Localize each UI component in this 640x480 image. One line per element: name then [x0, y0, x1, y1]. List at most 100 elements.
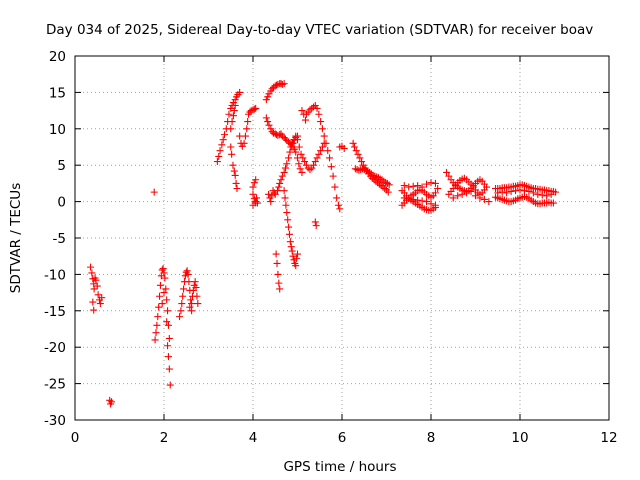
data-point	[244, 118, 252, 126]
data-point	[423, 180, 431, 188]
data-point	[380, 177, 388, 185]
data-point	[311, 158, 319, 166]
data-point	[288, 139, 296, 147]
data-point	[498, 188, 506, 196]
data-point	[295, 160, 303, 168]
data-point	[301, 158, 309, 166]
data-point	[271, 190, 279, 198]
data-point	[192, 284, 200, 292]
data-point	[283, 209, 291, 217]
data-point	[520, 187, 528, 195]
data-point	[294, 250, 301, 258]
data-point	[364, 167, 372, 175]
y-tick-label: -20	[44, 340, 66, 356]
data-point	[352, 147, 360, 155]
data-point	[151, 336, 159, 344]
y-tick-label: 0	[57, 195, 66, 211]
data-point	[159, 265, 167, 273]
data-point	[162, 285, 170, 293]
data-point	[483, 183, 491, 191]
data-point	[302, 161, 310, 169]
data-point	[355, 166, 363, 174]
data-point	[310, 161, 318, 169]
data-point	[252, 104, 260, 112]
data-point	[229, 161, 237, 169]
data-point	[191, 278, 199, 286]
data-point	[274, 270, 282, 278]
data-point	[150, 188, 158, 196]
data-point	[107, 398, 115, 406]
data-point	[284, 216, 292, 224]
data-point	[315, 110, 323, 118]
data-point	[276, 285, 284, 293]
data-point	[302, 116, 310, 124]
data-point	[262, 96, 270, 104]
data-point	[405, 195, 413, 203]
data-point	[454, 192, 462, 200]
data-point	[176, 313, 184, 321]
data-point	[445, 172, 453, 180]
data-point	[281, 194, 289, 202]
data-point	[231, 171, 239, 179]
data-point	[318, 125, 326, 133]
data-point	[414, 182, 422, 190]
data-point	[262, 114, 270, 122]
data-point	[354, 150, 362, 158]
data-point	[268, 85, 276, 93]
x-tick-label: 0	[71, 430, 80, 446]
data-point	[158, 300, 166, 308]
data-point	[296, 165, 304, 173]
data-point	[372, 177, 380, 185]
data-point	[311, 218, 319, 226]
data-point	[467, 187, 475, 195]
data-point	[300, 110, 308, 118]
data-point	[292, 148, 300, 156]
data-point	[156, 292, 164, 300]
data-point	[87, 263, 95, 271]
data-point	[311, 102, 319, 110]
data-point	[327, 163, 335, 171]
data-point	[90, 306, 98, 314]
data-point	[385, 181, 393, 189]
data-point	[277, 176, 285, 184]
data-point	[236, 88, 244, 96]
data-point	[472, 192, 479, 200]
y-tick-label: -30	[44, 413, 66, 429]
data-point	[449, 194, 457, 202]
data-point	[423, 198, 431, 206]
data-point	[178, 300, 186, 308]
data-point	[360, 166, 368, 174]
data-point	[340, 144, 348, 152]
data-point	[106, 396, 114, 404]
data-point	[297, 150, 305, 158]
data-point	[240, 139, 248, 147]
data-point	[376, 175, 384, 183]
data-point	[155, 303, 163, 311]
data-point	[94, 291, 102, 299]
data-point	[166, 381, 174, 389]
data-point	[250, 105, 258, 113]
x-tick-label: 4	[249, 430, 258, 446]
data-point	[233, 184, 241, 192]
data-point	[318, 143, 326, 151]
data-point	[283, 136, 291, 144]
data-point	[329, 172, 337, 180]
data-point	[362, 166, 370, 174]
x-tick-label: 6	[338, 430, 347, 446]
data-point	[298, 168, 306, 176]
data-point	[367, 170, 375, 178]
data-point	[458, 190, 466, 198]
data-point	[278, 132, 286, 140]
data-point	[227, 125, 235, 133]
data-point	[405, 183, 413, 191]
y-tick-label: -25	[44, 377, 66, 393]
data-point	[529, 189, 537, 197]
data-point	[547, 190, 555, 198]
data-point	[287, 143, 295, 151]
data-point	[289, 252, 297, 260]
data-point	[292, 132, 300, 140]
data-point	[334, 201, 342, 209]
y-axis-label: SDTVAR / TECUs	[8, 183, 24, 293]
data-point	[188, 307, 196, 315]
